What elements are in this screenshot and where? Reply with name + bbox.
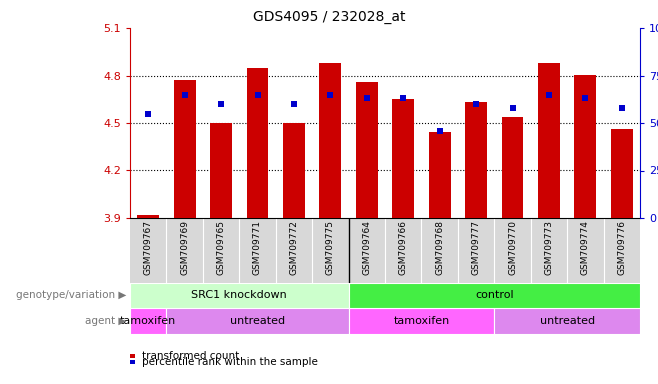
Bar (538, 63, 560, 218)
Point (507, 105, 518, 111)
Text: GSM709767: GSM709767 (143, 220, 153, 275)
Text: GSM709775: GSM709775 (326, 220, 335, 275)
Text: genotype/variation ▶: genotype/variation ▶ (16, 291, 127, 301)
Bar (356, 82, 378, 218)
Text: tamoxifen: tamoxifen (393, 316, 449, 326)
Bar (392, 99, 414, 218)
Point (325, 91, 336, 98)
Point (216, 101, 226, 107)
Point (143, 111, 153, 117)
Text: GSM709771: GSM709771 (253, 220, 262, 275)
Bar (166, 308, 349, 334)
Text: untreated: untreated (540, 316, 595, 326)
Bar (465, 103, 487, 218)
Bar (130, 283, 349, 308)
Bar (349, 308, 494, 334)
Text: untreated: untreated (230, 316, 285, 326)
Text: GSM709773: GSM709773 (544, 220, 553, 275)
Point (252, 91, 263, 98)
Text: SRC1 knockdown: SRC1 knockdown (191, 291, 287, 301)
Bar (130, 308, 166, 334)
Point (580, 95, 591, 101)
Point (289, 101, 299, 107)
Text: GSM709765: GSM709765 (216, 220, 226, 275)
Bar (574, 76, 596, 218)
Point (398, 95, 409, 101)
Text: GSM709768: GSM709768 (435, 220, 444, 275)
Text: control: control (475, 291, 514, 301)
Bar (349, 283, 640, 308)
Bar (429, 132, 451, 218)
Bar (283, 123, 305, 218)
Point (544, 91, 554, 98)
Bar (319, 63, 342, 218)
Text: GSM709770: GSM709770 (508, 220, 517, 275)
Text: GSM709764: GSM709764 (363, 220, 371, 275)
Point (434, 127, 445, 134)
Bar (138, 215, 159, 218)
Text: GSM709772: GSM709772 (290, 220, 299, 275)
Text: GSM709776: GSM709776 (617, 220, 626, 275)
Bar (174, 80, 195, 218)
Point (471, 101, 482, 107)
Text: GSM709774: GSM709774 (581, 220, 590, 275)
Text: GSM709769: GSM709769 (180, 220, 189, 275)
Text: agent ▶: agent ▶ (86, 316, 127, 326)
Text: transformed count: transformed count (142, 351, 239, 361)
Bar (611, 129, 633, 218)
Point (361, 95, 372, 101)
Point (617, 105, 627, 111)
Text: GSM709777: GSM709777 (472, 220, 480, 275)
Bar (247, 68, 268, 218)
Bar (210, 123, 232, 218)
Text: GSM709766: GSM709766 (399, 220, 408, 275)
Text: GDS4095 / 232028_at: GDS4095 / 232028_at (253, 10, 405, 23)
Bar (494, 308, 640, 334)
Point (180, 91, 190, 98)
Bar (501, 117, 523, 218)
Text: tamoxifen: tamoxifen (120, 316, 176, 326)
Text: percentile rank within the sample: percentile rank within the sample (142, 357, 318, 367)
